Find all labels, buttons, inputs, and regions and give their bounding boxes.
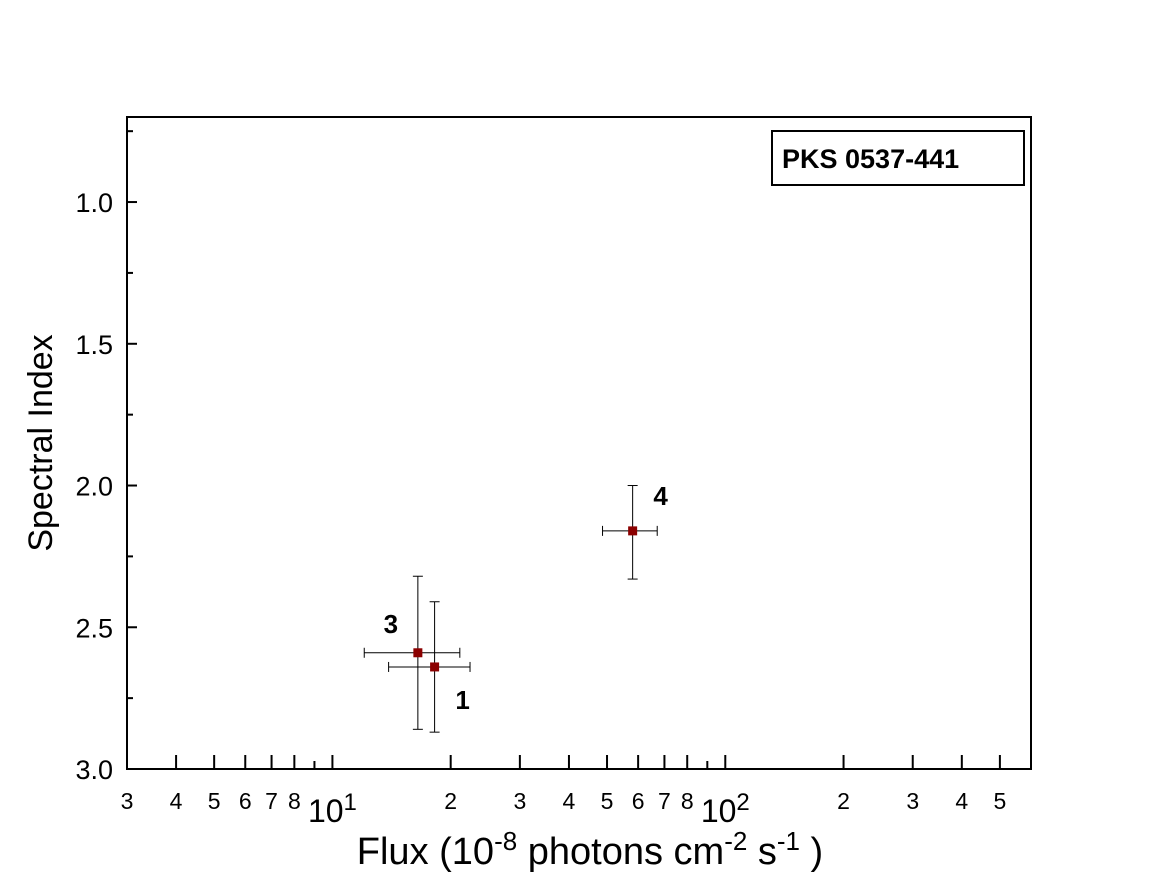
x-tick-label: 3	[906, 788, 919, 814]
point	[628, 526, 638, 536]
x-axis-title-part: s	[747, 831, 777, 873]
x-tick-label: 4	[955, 788, 968, 814]
x-tick-label-exp: 1	[344, 789, 357, 816]
x-axis-title-part: photons cm	[517, 831, 724, 873]
plot-frame	[126, 116, 1032, 770]
legend-text: PKS 0537-441	[782, 144, 959, 174]
x-tick-label: 5	[208, 788, 221, 814]
x-axis-title-part: Flux (10	[357, 831, 494, 873]
x-tick-label: 6	[239, 788, 252, 814]
point-label: 4	[653, 481, 668, 511]
point	[413, 648, 423, 658]
point-label: 1	[455, 685, 469, 715]
x-tick-label: 5	[601, 788, 614, 814]
point	[430, 662, 440, 672]
x-tick-label: 3	[121, 788, 134, 814]
y-axis-title: Spectral Index	[22, 334, 60, 551]
x-tick-label: 4	[563, 788, 576, 814]
x-tick-label: 5	[993, 788, 1006, 814]
x-tick-label: 8	[681, 788, 694, 814]
x-tick-label: 101	[308, 789, 357, 829]
x-tick-label-base: 10	[308, 793, 344, 829]
x-axis-title-part: -8	[494, 826, 517, 856]
y-tick-label: 2.5	[75, 613, 113, 643]
x-tick-label: 4	[170, 788, 183, 814]
y-tick-label: 1.0	[75, 188, 113, 218]
x-tick-label-exp: 2	[736, 789, 749, 816]
x-tick-label: 2	[837, 788, 850, 814]
y-tick-label: 1.5	[75, 330, 113, 360]
x-axis-title: Flux (10-8 photons cm-2 s-1 )	[357, 826, 823, 873]
y-tick-label: 3.0	[75, 755, 113, 785]
x-tick-label: 7	[658, 788, 671, 814]
x-axis-title-part: -1	[777, 826, 800, 856]
x-axis-title-part: -2	[724, 826, 747, 856]
point-label: 3	[384, 609, 398, 639]
x-tick-label: 102	[701, 789, 750, 829]
x-tick-label: 6	[632, 788, 645, 814]
x-tick-label: 2	[444, 788, 457, 814]
x-tick-label: 3	[513, 788, 526, 814]
y-tick-label: 2.0	[75, 472, 113, 502]
x-axis-title-part: )	[800, 831, 823, 873]
x-tick-label: 8	[288, 788, 301, 814]
x-tick-label-base: 10	[701, 793, 737, 829]
x-tick-label: 7	[265, 788, 278, 814]
legend-box	[771, 130, 1025, 186]
